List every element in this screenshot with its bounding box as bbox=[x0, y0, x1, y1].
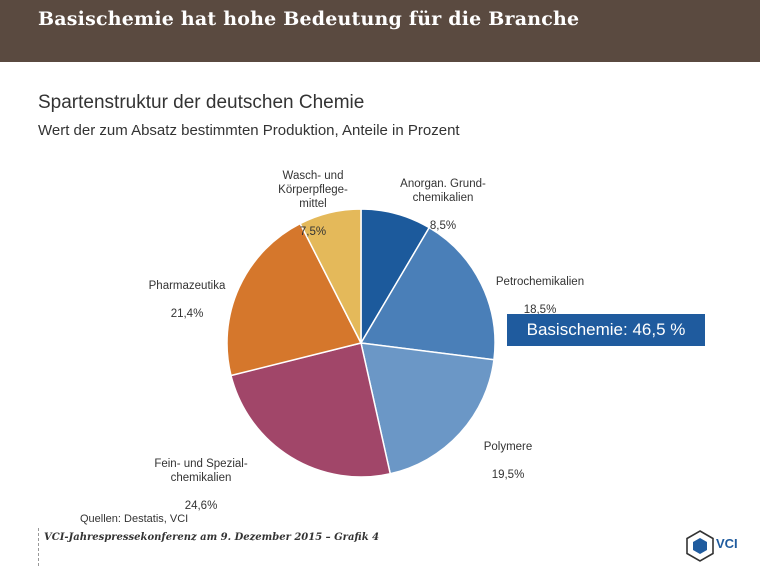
slice-label-text: Anorgan. Grund- chemikalien bbox=[400, 178, 486, 204]
slice-label-value: 19,5% bbox=[491, 469, 525, 481]
slice-label-value: 7,5% bbox=[299, 226, 327, 238]
slice-label-text: Fein- und Spezial- chemikalien bbox=[154, 458, 248, 484]
slice-pharmazeutika bbox=[226, 222, 363, 377]
vci-logo: VCI bbox=[686, 530, 746, 562]
slice-label-fein-spezial: Fein- und Spezial- chemikalien 24,6% bbox=[154, 443, 247, 513]
footer-divider bbox=[38, 528, 40, 566]
source-note: Quellen: Destatis, VCI bbox=[80, 513, 189, 525]
slice-label-value: 24,6% bbox=[184, 500, 218, 512]
slice-label-value: 21,4% bbox=[170, 308, 204, 320]
logo-text: VCI bbox=[716, 536, 738, 551]
slice-label-polymere: Polymere 19,5% bbox=[484, 426, 533, 482]
slice-label-text: Polymere bbox=[483, 441, 533, 453]
basischemie-highlight: Basischemie: 46,5 % bbox=[507, 314, 705, 346]
slice-label-value: 8,5% bbox=[429, 220, 457, 232]
slice-wasch bbox=[299, 208, 362, 344]
slice-fein-spezial bbox=[230, 342, 392, 478]
top-banner: Basischemie hat hohe Bedeutung für die B… bbox=[0, 0, 760, 62]
slice-label-value: 18,5% bbox=[523, 304, 557, 316]
banner-title: Basischemie hat hohe Bedeutung für die B… bbox=[38, 8, 580, 30]
slice-label-petrochemikalien: Petrochemikalien 18,5% bbox=[496, 261, 584, 317]
footer-text: VCI-Jahrespressekonferenz am 9. Dezember… bbox=[44, 532, 380, 543]
slice-label-text: Wasch- und Körperpflege- mittel bbox=[278, 170, 348, 210]
slice-label-text: Petrochemikalien bbox=[495, 276, 585, 288]
chart-title: Spartenstruktur der deutschen Chemie bbox=[38, 92, 365, 113]
vci-hexagon-icon bbox=[686, 530, 714, 562]
slice-label-wasch: Wasch- und Körperpflege- mittel 7,5% bbox=[278, 155, 348, 239]
slice-label-anorgan: Anorgan. Grund- chemikalien 8,5% bbox=[400, 163, 486, 233]
slice-polymere bbox=[360, 342, 495, 475]
slice-petrochemikalien bbox=[359, 226, 496, 361]
slice-label-text: Pharmazeutika bbox=[148, 280, 226, 292]
slice-label-pharmazeutika: Pharmazeutika 21,4% bbox=[149, 265, 226, 321]
chart-subtitle: Wert der zum Absatz bestimmten Produktio… bbox=[38, 122, 460, 139]
